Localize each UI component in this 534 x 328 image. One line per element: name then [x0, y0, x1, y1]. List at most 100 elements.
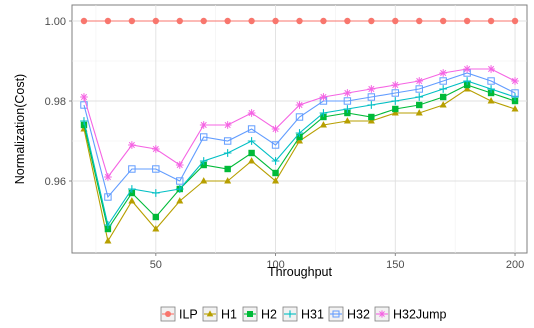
data-point [152, 165, 160, 173]
data-point [416, 17, 423, 25]
data-point [332, 310, 340, 318]
data-point [463, 65, 471, 73]
data-point [343, 89, 352, 97]
data-point [368, 113, 375, 121]
data-point [415, 93, 424, 101]
y-axis: 0.96 0.98 1.00 [45, 16, 72, 188]
data-point [296, 133, 303, 141]
y-axis-title: Normalization(Cost) [13, 74, 27, 184]
x-axis: 50 100 150 200 [150, 253, 524, 271]
data-point [80, 101, 88, 109]
data-point [152, 17, 160, 25]
data-point [247, 311, 253, 317]
data-point [487, 77, 495, 85]
legend-label: H32 [347, 308, 370, 322]
data-point [104, 237, 112, 244]
data-point [343, 117, 351, 124]
data-point [511, 105, 519, 112]
data-point [296, 17, 303, 25]
data-point [152, 213, 160, 221]
legend-label: ILP [179, 308, 198, 322]
data-point [128, 17, 136, 25]
data-point [224, 17, 231, 25]
data-point [320, 17, 327, 25]
data-point [511, 97, 519, 105]
data-point [248, 149, 255, 157]
legend-item-h1: H1 [202, 306, 237, 322]
data-point [511, 89, 519, 97]
data-point [104, 193, 112, 201]
data-point [439, 77, 447, 85]
data-point [200, 133, 208, 141]
data-point [391, 81, 400, 89]
data-point [439, 93, 447, 101]
x-tick-label: 150 [386, 259, 404, 271]
data-point [80, 17, 88, 25]
data-point [487, 85, 495, 93]
data-point [439, 17, 447, 25]
series-h32jump [80, 65, 519, 181]
data-point [199, 121, 208, 129]
data-point [415, 85, 423, 93]
data-point [511, 93, 519, 101]
y-tick-label: 1.00 [45, 16, 66, 28]
data-point [128, 197, 136, 204]
data-point [392, 105, 399, 113]
data-point [272, 169, 279, 177]
data-point [439, 85, 448, 93]
data-point [391, 97, 400, 105]
data-point [104, 225, 112, 233]
data-point [104, 221, 112, 229]
series-ilp [80, 17, 519, 25]
data-point [176, 197, 184, 204]
data-point [319, 109, 328, 117]
data-point [223, 121, 232, 129]
data-point [378, 310, 386, 318]
data-point [248, 157, 256, 164]
x-tick-label: 200 [506, 259, 524, 271]
data-point [343, 97, 352, 105]
y-tick-label: 0.98 [45, 96, 66, 108]
data-point [80, 117, 88, 125]
data-point [80, 121, 88, 129]
legend-item-ilp: ILP [160, 306, 198, 322]
data-point [152, 225, 160, 232]
legend-item-h2: H2 [242, 306, 277, 322]
data-point [487, 17, 495, 25]
data-point [128, 165, 136, 173]
data-point [223, 137, 232, 145]
data-point [176, 17, 183, 25]
data-point [224, 177, 232, 184]
legend-item-h32: H32 [328, 306, 370, 322]
x-tick-label: 50 [150, 259, 162, 271]
data-point [487, 65, 495, 73]
data-point [392, 17, 399, 25]
data-point [247, 137, 256, 145]
data-point [104, 17, 112, 25]
data-point [200, 161, 207, 169]
y-tick-label: 0.96 [45, 176, 66, 188]
data-point [271, 141, 280, 149]
data-point [415, 109, 423, 116]
legend-item-h31: H31 [282, 306, 324, 322]
data-point [511, 17, 519, 25]
data-point [286, 310, 294, 318]
data-point [271, 157, 280, 165]
data-point [224, 165, 231, 173]
data-point [367, 117, 375, 124]
data-point [80, 93, 88, 101]
data-point [320, 113, 327, 121]
data-point [367, 93, 376, 101]
data-point [165, 311, 171, 317]
data-point [271, 125, 280, 133]
data-point [295, 113, 304, 121]
data-point [463, 17, 471, 25]
data-point [343, 105, 352, 113]
data-point [319, 121, 327, 128]
data-point [247, 109, 256, 117]
series-h31 [80, 77, 519, 229]
series-layer [80, 17, 519, 244]
data-point [439, 101, 447, 108]
data-point [463, 85, 471, 92]
